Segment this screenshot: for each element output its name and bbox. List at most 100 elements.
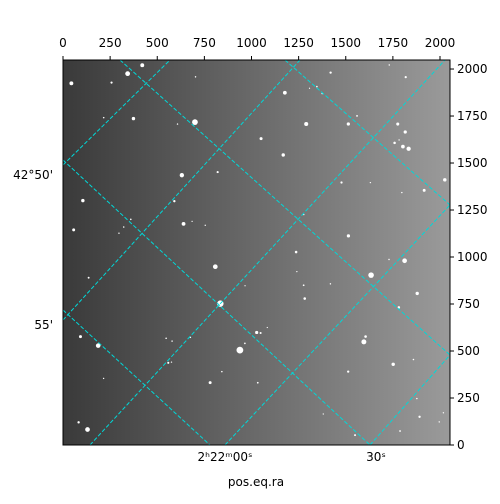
x-axis-label: pos.eq.ra [228,475,284,489]
star [181,221,186,226]
star [302,284,305,287]
star [406,146,411,151]
star [72,228,76,232]
star [281,153,285,157]
star [296,270,298,273]
star [340,181,343,184]
image [63,60,450,445]
star [422,188,426,192]
y-tick-label: 0 [457,438,465,452]
star [322,413,324,415]
x-tick-label: 0 [59,36,67,50]
star [81,198,85,203]
star [364,335,367,338]
grid-line [62,159,371,446]
star [304,122,309,127]
grid-line [62,59,171,166]
star [361,339,367,345]
star [442,412,445,414]
x-tick-label: 1500 [330,36,361,50]
star [192,119,198,125]
star [255,330,259,335]
star [329,283,332,285]
star [170,361,173,363]
star [204,224,206,226]
star [388,258,390,261]
star [391,362,395,366]
star [191,220,193,223]
star [244,342,246,345]
star [402,258,407,264]
y-tick-label: 1500 [457,156,488,170]
star [356,115,358,117]
star [346,122,350,126]
star [78,335,82,339]
dec-tick-label: 42°50' [13,168,53,182]
star [303,214,305,216]
star [125,71,131,77]
star [368,272,374,278]
wcs-grid [62,59,451,446]
stars [69,63,447,437]
star [131,116,136,121]
star [266,326,268,329]
y-tick-label: 1250 [457,203,488,217]
star [173,200,176,203]
star [208,381,212,385]
star [369,181,372,184]
dec-tick-label: 55' [34,318,53,332]
grid-line [224,204,451,446]
star [140,63,145,68]
star [397,306,401,309]
star [393,141,396,145]
grid-line [369,354,451,446]
star [102,116,105,119]
x-tick-label: 1000 [236,36,267,50]
star [236,346,244,354]
star [308,87,311,89]
star [396,122,400,126]
star [85,427,90,432]
star [221,370,223,373]
star [87,276,90,279]
star [404,76,407,79]
ra-tick-label: 30ˢ [366,450,386,464]
star [346,234,351,238]
star [401,191,403,194]
ra-tick-label: 2ʰ22ᵐ00ˢ [198,450,253,464]
star [244,285,246,287]
star [179,173,185,178]
star [77,421,80,424]
star [102,377,105,380]
star [443,178,447,182]
y-tick-label: 2000 [457,62,488,76]
grid-line [119,59,451,356]
grid-line [62,59,301,321]
y-tick-label: 750 [457,297,480,311]
x-tick-label: 250 [99,36,122,50]
star [303,297,307,300]
x-tick-label: 500 [146,36,169,50]
star [194,76,197,78]
grid-line [89,59,446,446]
star [403,130,407,134]
star [165,337,167,340]
star [95,343,101,348]
star [212,264,218,270]
star [294,250,298,254]
y-tick-label: 1000 [457,250,488,264]
star [416,397,418,400]
star [256,381,259,384]
star [130,218,132,221]
frame [62,59,451,446]
x-tick-label: 1250 [283,36,314,50]
star [167,361,170,364]
star [438,421,441,423]
star [282,90,287,95]
star [316,85,318,88]
y-tick-label: 1750 [457,109,488,123]
star [418,415,421,418]
star [259,137,263,141]
star [354,434,357,437]
